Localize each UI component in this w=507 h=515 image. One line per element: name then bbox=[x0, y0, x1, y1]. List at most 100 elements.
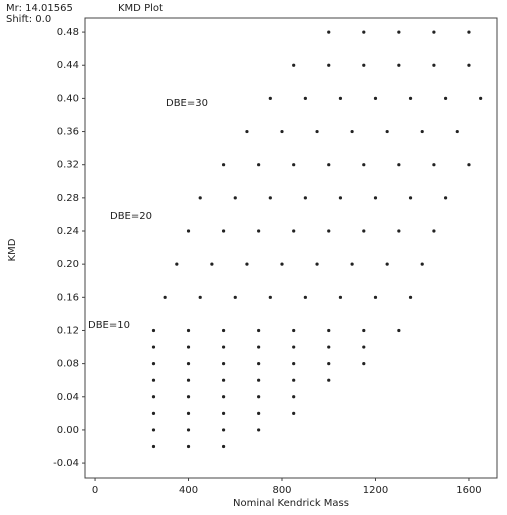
data-point bbox=[362, 328, 366, 333]
data-point bbox=[397, 30, 401, 34]
data-point bbox=[221, 328, 226, 333]
data-point bbox=[397, 63, 401, 67]
data-point bbox=[362, 345, 366, 349]
data-point bbox=[303, 196, 307, 200]
data-point bbox=[186, 229, 191, 233]
data-point bbox=[268, 295, 272, 299]
data-point bbox=[292, 163, 296, 167]
data-point bbox=[315, 262, 319, 266]
mr-label: Mr: 14.01565 bbox=[6, 3, 73, 14]
data-point bbox=[350, 262, 354, 266]
data-point bbox=[350, 129, 354, 134]
plot-frame bbox=[84, 17, 498, 479]
data-point bbox=[327, 229, 331, 233]
data-point bbox=[280, 262, 284, 266]
data-point bbox=[420, 262, 424, 266]
data-point bbox=[338, 96, 343, 100]
data-point bbox=[221, 395, 226, 399]
data-point bbox=[292, 411, 296, 415]
data-point bbox=[151, 395, 156, 399]
data-point bbox=[303, 295, 307, 299]
y-tick-label: 0.08 bbox=[57, 359, 79, 370]
data-point bbox=[408, 295, 413, 299]
data-point bbox=[221, 229, 226, 233]
data-point bbox=[385, 262, 389, 266]
data-point bbox=[292, 345, 296, 349]
data-point bbox=[221, 378, 226, 382]
data-point bbox=[292, 328, 296, 333]
data-point bbox=[151, 345, 156, 349]
data-point bbox=[327, 163, 331, 167]
data-point bbox=[432, 229, 436, 233]
data-point bbox=[268, 96, 272, 100]
y-tick-label: 0.20 bbox=[57, 259, 79, 270]
data-point bbox=[327, 362, 331, 366]
data-point bbox=[151, 411, 156, 415]
data-point bbox=[186, 362, 191, 366]
y-tick-label: -0.04 bbox=[53, 458, 79, 469]
data-point bbox=[338, 196, 343, 200]
data-point bbox=[327, 328, 331, 333]
data-point bbox=[233, 196, 237, 200]
y-tick-label: 0.12 bbox=[57, 325, 79, 336]
data-point bbox=[151, 444, 156, 449]
data-point bbox=[198, 295, 202, 299]
annotation: DBE=20 bbox=[110, 211, 152, 222]
data-point bbox=[315, 129, 319, 134]
data-point bbox=[186, 411, 191, 415]
data-point bbox=[245, 262, 249, 266]
data-point bbox=[186, 395, 191, 399]
data-point bbox=[467, 63, 471, 67]
data-point bbox=[373, 96, 378, 100]
data-point bbox=[362, 30, 366, 34]
data-point bbox=[221, 428, 226, 432]
annotation: DBE=10 bbox=[88, 320, 130, 331]
y-tick-label: 0.04 bbox=[57, 392, 79, 403]
data-point bbox=[151, 328, 156, 333]
data-point bbox=[327, 30, 331, 34]
data-point bbox=[268, 196, 272, 200]
x-axis-label: Nominal Kendrick Mass bbox=[233, 498, 349, 509]
data-point bbox=[221, 345, 226, 349]
data-point bbox=[257, 411, 261, 415]
data-point bbox=[257, 345, 261, 349]
x-tick-label: 1200 bbox=[363, 485, 388, 496]
data-point bbox=[257, 328, 261, 333]
data-point bbox=[221, 163, 226, 167]
y-tick-label: 0.16 bbox=[57, 292, 79, 303]
y-axis-label: KMD bbox=[7, 238, 18, 261]
data-point bbox=[257, 163, 261, 167]
data-point bbox=[233, 295, 237, 299]
data-point bbox=[221, 411, 226, 415]
data-point bbox=[257, 362, 261, 366]
data-point bbox=[479, 96, 483, 100]
y-tick-label: 0.24 bbox=[57, 226, 79, 237]
data-point bbox=[151, 362, 156, 366]
data-point bbox=[362, 362, 366, 366]
data-point bbox=[210, 262, 214, 266]
y-tick-label: 0.40 bbox=[57, 93, 79, 104]
x-tick-label: 800 bbox=[272, 485, 291, 496]
data-point bbox=[303, 96, 307, 100]
data-point bbox=[257, 229, 261, 233]
y-tick-label: 0.44 bbox=[57, 60, 79, 71]
data-point bbox=[373, 295, 378, 299]
data-point bbox=[292, 63, 296, 67]
data-point bbox=[186, 328, 191, 333]
y-tick-label: 0.28 bbox=[57, 193, 79, 204]
x-tick-label: 1600 bbox=[456, 485, 481, 496]
data-point bbox=[292, 362, 296, 366]
data-point bbox=[257, 378, 261, 382]
data-point bbox=[151, 378, 156, 382]
data-point bbox=[408, 196, 413, 200]
data-point bbox=[432, 163, 436, 167]
x-tick-label: 0 bbox=[92, 485, 98, 496]
data-point bbox=[327, 63, 331, 67]
data-point bbox=[186, 444, 191, 449]
y-tick-label: 0.32 bbox=[57, 160, 79, 171]
data-point bbox=[338, 295, 343, 299]
data-point bbox=[257, 428, 261, 432]
data-point bbox=[292, 395, 296, 399]
data-point bbox=[443, 196, 448, 200]
data-point bbox=[186, 428, 191, 432]
